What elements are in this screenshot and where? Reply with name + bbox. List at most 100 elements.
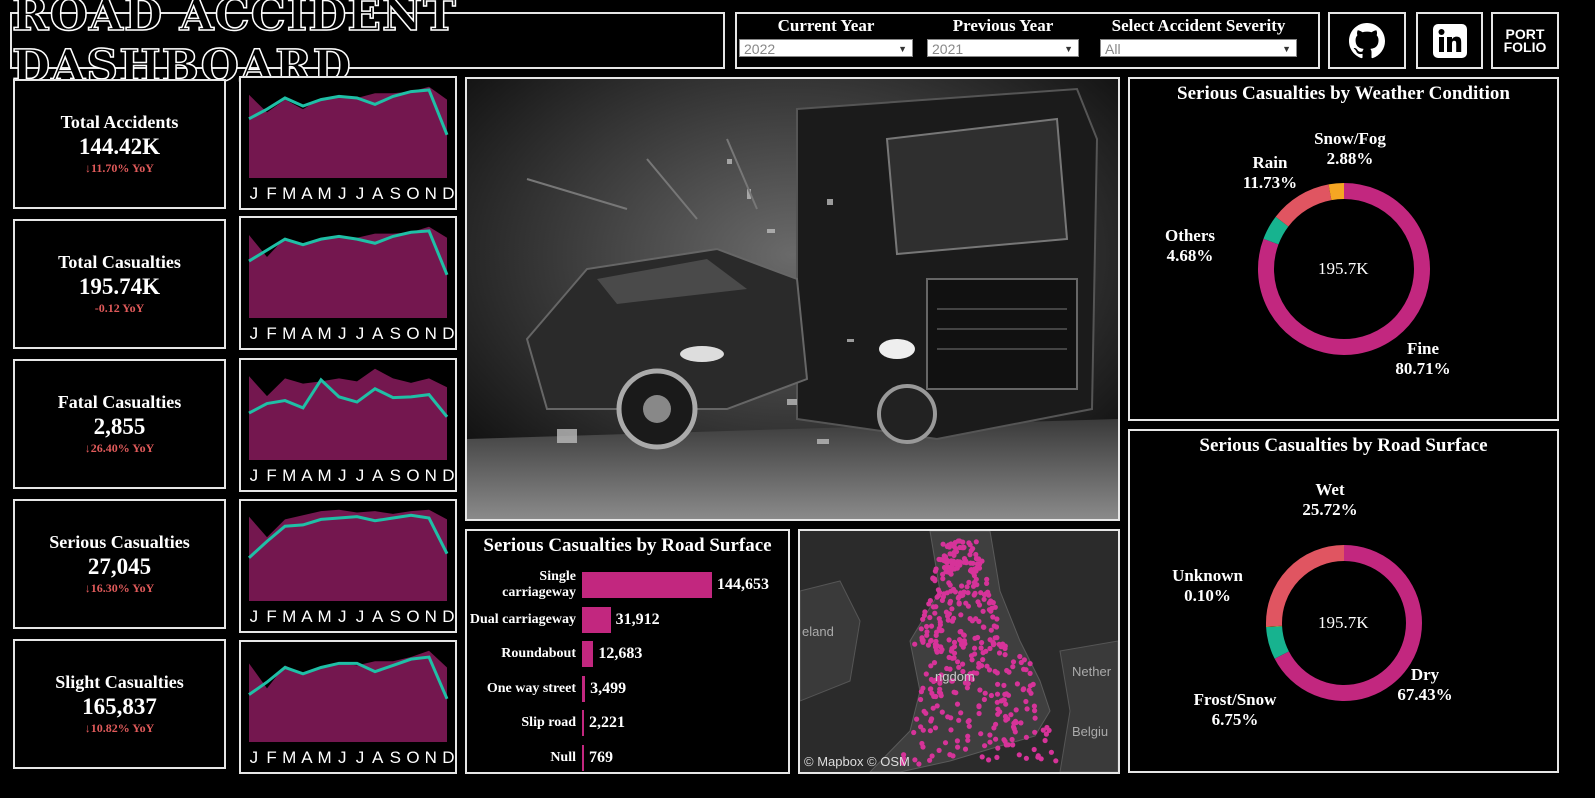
month-tick: N [424,184,437,203]
weather-donut [1258,183,1430,355]
accident-dot [918,724,924,730]
accident-dot [918,689,924,695]
accident-dot [959,583,965,589]
accident-dot [947,551,953,557]
bar-row[interactable]: Single carriageway 144,653 [467,569,769,600]
donut-slice-wet[interactable] [1266,545,1345,627]
previous-year-label: Previous Year [952,16,1054,35]
accident-dot [973,551,979,558]
kpi-value: 2,855 [93,414,146,439]
accident-dot [965,603,971,609]
accident-dot [900,760,906,766]
bar [582,606,611,633]
accident-dot [995,745,1001,751]
donut-slice-snowfog[interactable] [1328,183,1345,201]
kpi-fatal-casualties: Fatal Casualties 2,855 ↓26.40% YoY [13,359,226,489]
accident-dot [955,659,961,665]
accident-dot [1002,652,1008,658]
month-tick: S [389,607,402,626]
accident-dot [933,604,939,610]
donut-slice-fine[interactable] [1258,183,1430,355]
current-year-label: Current Year [777,16,875,35]
kpi-name: Total Accidents [60,112,179,132]
kpi-name: Fatal Casualties [57,392,182,412]
kpi-yoy: ↓11.70% YoY [85,161,154,175]
donut-slice-dry[interactable] [1274,545,1422,701]
accident-dot [961,544,967,550]
github-button[interactable] [1328,12,1406,69]
accident-dot [939,709,945,715]
accident-dot [975,599,981,605]
accident-dot [987,739,993,745]
accident-dot [994,699,1000,705]
accident-dot [1023,667,1029,673]
casualty-map[interactable]: eland Nether Belgiu ngdom © Mapbox © OSM [798,529,1120,774]
accident-dot [978,590,984,596]
donut-slice-frostsnow[interactable] [1266,625,1290,659]
bar-row[interactable]: Roundabout 12,683 [467,641,642,667]
bar-category-label: One way street [486,680,576,696]
accident-dot [928,637,934,644]
current-year-select[interactable]: 2022 ▼ [739,39,913,57]
kpi-serious-casualties: Serious Casualties 27,045 ↓16.30% YoY [13,499,226,629]
weather-label-others: Others 4.68% [1164,226,1216,265]
bar-row[interactable]: One way street 3,499 [467,675,626,702]
severity-select[interactable]: All ▼ [1100,39,1297,57]
accident-dot [1031,703,1037,709]
previous-year-select[interactable]: 2021 ▼ [927,39,1079,57]
accident-dot [1008,712,1014,718]
accident-dot [932,725,939,731]
accident-dot [948,648,954,654]
dashboard-title: ROAD ACCIDENT DASHBOARD [11,0,457,92]
accident-dot [977,561,983,567]
month-tick: A [371,748,384,767]
month-tick: M [282,324,297,343]
accident-dot [971,592,977,598]
portfolio-button[interactable]: PORT FOLIO [1491,12,1559,69]
map-credit[interactable]: © Mapbox © OSM [804,754,910,769]
accident-dot [974,670,980,676]
accident-dot [928,718,934,724]
accident-dot [980,608,986,614]
month-tick: A [301,607,313,626]
bar-category-label: Dual carriageway [469,611,576,627]
month-tick: O [406,748,420,767]
accident-dot [949,560,955,566]
linkedin-button[interactable] [1416,12,1483,69]
crash-illustration [467,79,1118,519]
accident-dot [1017,653,1023,660]
accident-dot [975,634,981,641]
line-series [248,377,449,418]
bar-row[interactable]: Null 769 [467,744,613,771]
accident-dot [968,653,975,659]
accident-dot [901,752,907,758]
kpi-value: 27,045 [87,554,152,579]
accident-dot [994,691,1001,697]
accident-dot [916,761,922,767]
surface-donut-panel: Serious Casualties by Road Surface 195.7… [1128,429,1559,773]
accident-dot [938,693,944,699]
accident-dot [929,753,935,759]
kpi-yoy: -0.12 YoY [94,301,145,315]
accident-dot [978,645,984,651]
month-tick: J [355,607,365,626]
bar-row[interactable]: Slip road 2,221 [467,710,625,736]
accident-dot [928,663,934,669]
accident-dot [987,645,993,652]
kpi-value: 195.74K [78,274,161,299]
donut-slice-rain[interactable] [1275,184,1332,227]
accident-dot [988,692,994,699]
accident-dot [1001,682,1007,688]
accident-dot [995,711,1001,717]
bar [582,744,584,771]
kpi-yoy: ↓26.40% YoY [84,441,155,455]
donut-slice-others[interactable] [1263,216,1289,245]
accident-dot [940,576,946,582]
accident-dot [1021,686,1027,692]
month-tick: D [442,466,455,485]
bar-row[interactable]: Dual carriageway 31,912 [467,606,660,633]
month-tick: D [442,184,455,203]
